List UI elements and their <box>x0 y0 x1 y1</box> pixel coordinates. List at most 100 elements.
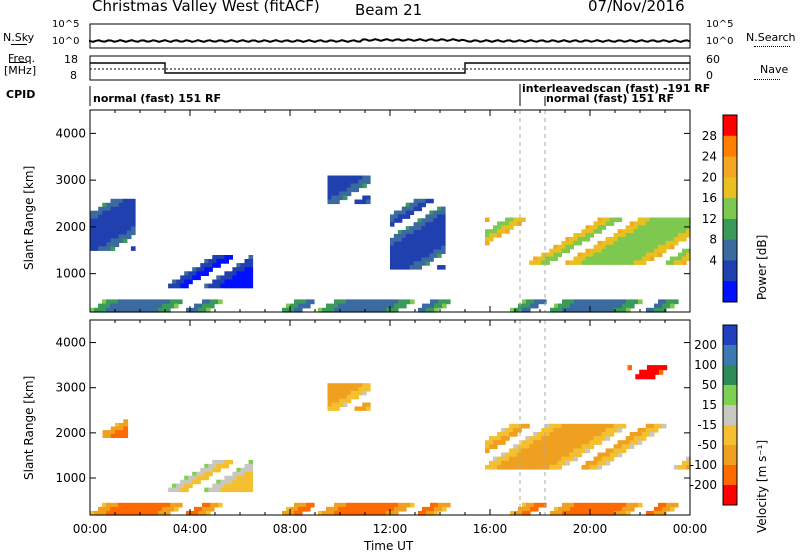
velocity-cell <box>509 423 514 429</box>
velocity-cell <box>346 502 351 508</box>
power-cell <box>318 307 323 313</box>
velocity-cell <box>204 487 209 493</box>
velocity-cell <box>294 502 299 508</box>
power-cell <box>401 249 407 254</box>
power-cell <box>621 233 627 238</box>
velocity-cell <box>158 506 163 512</box>
power-cell <box>343 195 348 201</box>
power-cell <box>228 283 233 289</box>
power-cell <box>350 187 356 193</box>
power-cell <box>613 217 619 222</box>
power-cell <box>192 267 197 272</box>
power-cell <box>641 240 647 246</box>
power-cell <box>110 299 115 305</box>
power-cell <box>674 299 679 305</box>
power-cell <box>240 267 245 272</box>
power-cell <box>244 279 250 285</box>
nsearch-label: N.Search <box>746 31 796 44</box>
velocity-colorbar-tick: 200 <box>694 338 717 352</box>
velocity-cell <box>362 383 367 388</box>
velocity-cell <box>670 506 675 512</box>
power-cell <box>126 210 132 216</box>
velocity-cell <box>565 460 570 466</box>
power-cell <box>240 279 245 285</box>
velocity-cell <box>601 436 607 441</box>
power-cell <box>346 187 352 193</box>
velocity-cell <box>597 427 603 433</box>
velocity-cell <box>561 448 566 454</box>
nave-label: Nave <box>760 63 789 76</box>
velocity-cell <box>335 402 340 407</box>
power-cell <box>294 299 299 305</box>
velocity-cell <box>382 510 387 516</box>
power-cell <box>110 303 115 309</box>
velocity-cell <box>354 387 359 392</box>
velocity-cell <box>430 502 435 508</box>
velocity-cell <box>110 510 115 516</box>
velocity-cell <box>224 483 229 489</box>
velocity-cell <box>533 432 538 437</box>
power-cell <box>673 256 679 261</box>
velocity-cell <box>123 433 129 438</box>
power-cell <box>346 191 352 197</box>
velocity-cell <box>658 502 663 508</box>
velocity-cell <box>206 502 211 508</box>
power-cell <box>397 265 403 270</box>
power-cell <box>429 222 434 227</box>
velocity-cell <box>501 464 506 470</box>
power-cell <box>433 233 438 239</box>
velocity-cell <box>244 467 250 473</box>
power-cell <box>114 230 120 236</box>
power-cell <box>661 229 667 234</box>
velocity-cell <box>343 394 348 400</box>
velocity-cell <box>192 471 197 477</box>
power-cell <box>597 240 603 246</box>
power-cell <box>409 210 415 215</box>
power-cell <box>244 267 250 272</box>
power-cell <box>593 229 599 234</box>
power-cell <box>130 214 136 220</box>
power-cell <box>138 303 143 309</box>
power-cell <box>335 187 340 193</box>
velocity-cell <box>589 460 595 466</box>
velocity-cell <box>578 502 583 508</box>
power-cell <box>102 238 107 243</box>
y-axis-label-power: Slant Range [km] <box>22 165 36 270</box>
velocity-cell <box>123 426 129 431</box>
power-cell <box>509 217 514 222</box>
power-cell <box>397 218 403 223</box>
power-cell <box>537 256 542 261</box>
power-cell <box>405 249 411 254</box>
power-cell <box>433 226 438 231</box>
power-cell <box>346 183 352 189</box>
power-cell <box>122 214 128 220</box>
velocity-cell <box>529 460 534 466</box>
power-cell <box>94 222 99 228</box>
power-cell <box>581 260 587 265</box>
velocity-cell <box>625 444 631 449</box>
power-cell <box>581 237 587 242</box>
power-cell <box>425 253 430 258</box>
power-cell <box>390 214 395 219</box>
power-cell <box>434 299 439 305</box>
power-cell <box>605 256 611 261</box>
power-cell <box>665 244 671 250</box>
velocity-cell <box>334 510 339 516</box>
velocity-cell <box>331 406 336 411</box>
power-cell <box>220 255 225 260</box>
velocity-cell <box>561 423 566 429</box>
velocity-cell <box>302 506 307 512</box>
velocity-cell <box>194 506 199 512</box>
power-cell <box>214 299 219 305</box>
power-cell <box>677 233 683 238</box>
velocity-cell <box>569 452 574 458</box>
velocity-cell <box>485 448 490 454</box>
power-cell <box>586 303 591 309</box>
power-cell <box>248 283 254 289</box>
power-cell <box>430 303 435 309</box>
power-cell <box>302 299 307 305</box>
velocity-cell <box>646 510 651 516</box>
velocity-cell <box>569 432 574 437</box>
velocity-cell <box>585 464 591 470</box>
power-cell <box>354 175 359 181</box>
